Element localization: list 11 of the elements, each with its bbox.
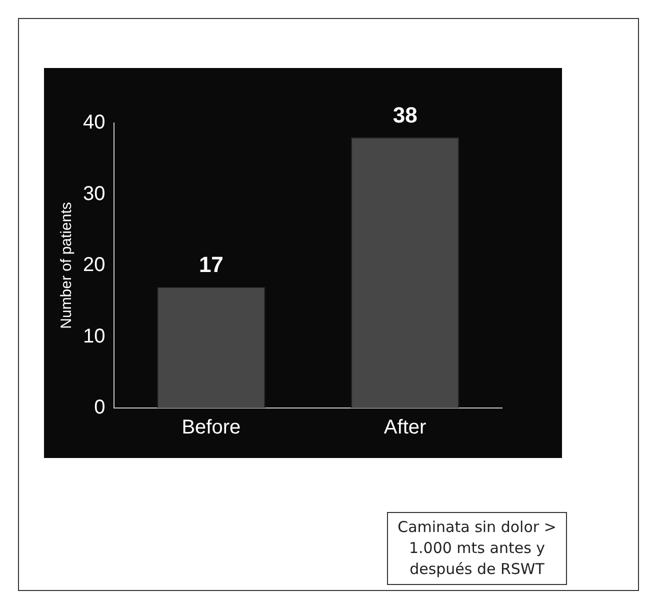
y-tick-label: 0	[94, 396, 106, 419]
text: Caminata sin dolor > 1.000 mts antes y después de RSWT	[387, 512, 567, 585]
y-tick-label: 10	[82, 325, 106, 348]
y-tick-label: 30	[82, 182, 106, 205]
y-tick-label: 40	[82, 112, 106, 134]
data-label: 38	[392, 102, 418, 128]
x-tick-label: After	[384, 416, 427, 439]
y-tick-label: 20	[82, 254, 106, 276]
x-tick-label: Before	[182, 416, 241, 439]
y-axis-title: Number of patients	[58, 202, 76, 329]
data-label: 17	[198, 252, 224, 277]
